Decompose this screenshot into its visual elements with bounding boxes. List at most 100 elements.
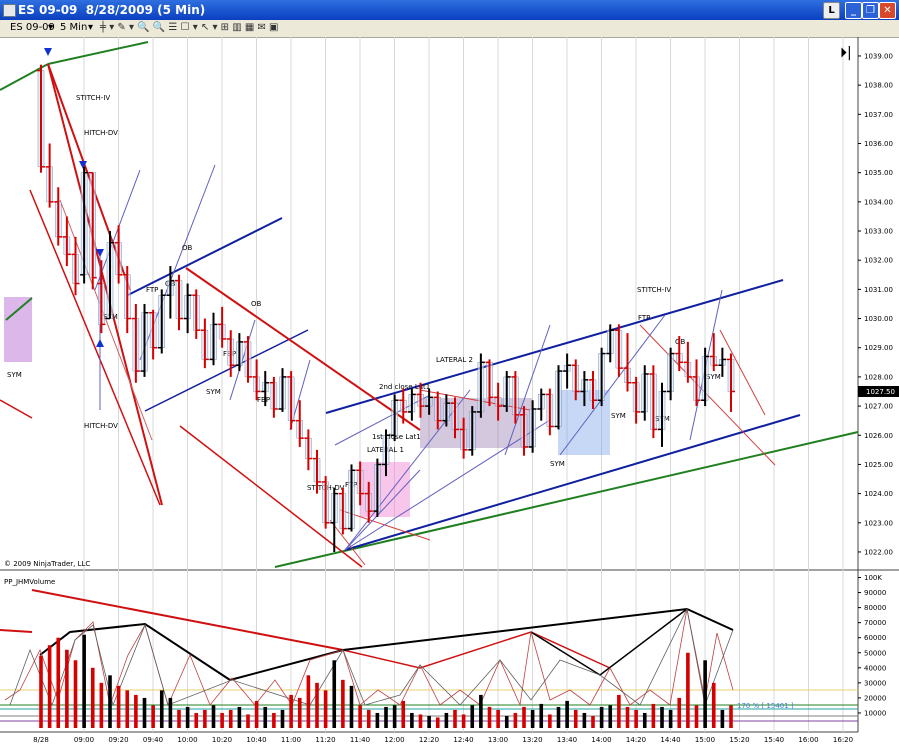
x-tick-label: 15:00 bbox=[695, 736, 715, 744]
link-button[interactable]: L bbox=[823, 2, 840, 19]
y-tick-label: 1026.00 bbox=[864, 432, 893, 440]
volume-bar bbox=[65, 649, 69, 728]
tool-icons[interactable]: ╪ ▾ ✎ ▾ 🔍 🔍 ☰ ☐ ▾ ↖ ▾ ⊞ ▥ ▦ ✉ ▣ bbox=[100, 22, 279, 33]
annotations: STITCH-IV HITCH-DV HITCH-DV OB FTP OB SY… bbox=[7, 94, 721, 492]
volume-bar bbox=[306, 675, 311, 728]
volume-bar bbox=[479, 694, 483, 728]
annotation: FTP bbox=[146, 286, 158, 294]
volume-bar bbox=[73, 660, 78, 728]
volume-bar bbox=[151, 705, 155, 728]
volume-bar bbox=[237, 706, 242, 728]
scroll-end-button[interactable]: ⏵| bbox=[840, 45, 852, 61]
annotation: STITCH-IV bbox=[637, 286, 671, 294]
annotation: HITCH-DV bbox=[84, 129, 118, 137]
volume-bar bbox=[694, 705, 699, 728]
last-price-label: 1027.50 bbox=[866, 388, 895, 396]
y-tick-label: 1037.00 bbox=[864, 111, 893, 119]
volume-bar bbox=[548, 714, 552, 728]
volume-bar bbox=[82, 634, 86, 728]
volume-bar bbox=[392, 705, 397, 728]
x-tick-label: 15:40 bbox=[764, 736, 784, 744]
last-price-box bbox=[858, 385, 899, 397]
volume-bar bbox=[375, 712, 380, 728]
volume-bar bbox=[194, 712, 199, 728]
volume-bar bbox=[99, 682, 104, 728]
x-tick-label: 09:40 bbox=[143, 736, 163, 744]
volume-bar bbox=[168, 697, 173, 728]
volume-bar bbox=[720, 709, 725, 728]
volume-bar bbox=[39, 655, 43, 728]
y-tick-label: 1031.00 bbox=[864, 286, 893, 294]
x-tick-label: 14:20 bbox=[626, 736, 646, 744]
x-tick-label: 09:00 bbox=[74, 736, 94, 744]
volume-bar bbox=[323, 690, 328, 728]
minimize-button[interactable]: _ bbox=[845, 2, 862, 19]
restore-button[interactable]: ❐ bbox=[862, 2, 879, 19]
y-tick-label: 1035.00 bbox=[864, 169, 893, 177]
volume-bar bbox=[634, 709, 638, 728]
indicator-title: PP_JHMVolume bbox=[4, 578, 55, 586]
volume-bar bbox=[263, 706, 268, 728]
x-tick-label: 11:40 bbox=[350, 736, 370, 744]
interval-selector[interactable]: 5 Min bbox=[60, 22, 88, 33]
y-tick-label: 1039.00 bbox=[864, 52, 893, 60]
volume-bar bbox=[427, 715, 431, 728]
y-tick-label: 1038.00 bbox=[864, 82, 893, 90]
y-tick-label: 20000 bbox=[864, 694, 886, 702]
y-tick-label: 90000 bbox=[864, 589, 886, 597]
volume-bar bbox=[539, 703, 544, 728]
instrument-selector[interactable]: ES 09-09 bbox=[10, 22, 55, 33]
volume-bar bbox=[470, 705, 475, 728]
dropdown-arrow[interactable]: ▾ bbox=[88, 22, 94, 33]
volume-bar bbox=[289, 694, 293, 728]
annotation: LATERAL 2 bbox=[436, 356, 473, 364]
annotation: 1st close Lat1 bbox=[372, 433, 421, 441]
volume-bar bbox=[228, 709, 233, 728]
volume-bar bbox=[220, 712, 224, 728]
volume-bar bbox=[504, 715, 509, 728]
x-tick-label: 12:00 bbox=[384, 736, 404, 744]
volume-bar bbox=[56, 637, 61, 728]
y-tick-label: 50000 bbox=[864, 649, 886, 657]
x-tick-label: 10:20 bbox=[212, 736, 232, 744]
volume-annotation: 170 % [ 15401 ] bbox=[737, 702, 794, 710]
y-tick-label: 1024.00 bbox=[864, 490, 893, 498]
annotation: SYM bbox=[206, 388, 221, 396]
toolbar: ES 09-09 ▾ 5 Min ▾ ╪ ▾ ✎ ▾ 🔍 🔍 ☰ ☐ ▾ ↖ ▾… bbox=[0, 20, 899, 38]
volume-bar bbox=[142, 697, 147, 728]
volume-bar bbox=[729, 705, 733, 728]
volume-bar bbox=[677, 697, 682, 728]
volume-bar bbox=[625, 706, 630, 728]
volume-bar bbox=[384, 706, 388, 728]
volume-bar bbox=[496, 709, 500, 728]
title-bar: ES 09-09 8/28/2009 (5 Min) L _ ❐ ✕ bbox=[0, 0, 899, 20]
x-tick-label: 11:00 bbox=[281, 736, 301, 744]
y-tick-label: 100K bbox=[864, 574, 882, 582]
volume-bar bbox=[159, 690, 164, 728]
annotation: SYM bbox=[706, 373, 721, 381]
annotation: STITCH-IV bbox=[76, 94, 110, 102]
dropdown-arrow[interactable]: ▾ bbox=[48, 22, 54, 33]
x-tick-label: 10:00 bbox=[177, 736, 197, 744]
volume-zigzags bbox=[0, 589, 734, 707]
volume-bar bbox=[556, 706, 561, 728]
x-tick-label: 16:20 bbox=[833, 736, 853, 744]
annotation: 2nd close Lat1 bbox=[379, 383, 430, 391]
close-button[interactable]: ✕ bbox=[879, 2, 896, 19]
x-tick-label: 11:20 bbox=[315, 736, 335, 744]
y-tick-label: 1023.00 bbox=[864, 519, 893, 527]
volume-bar bbox=[686, 652, 690, 728]
x-tick-label: 09:20 bbox=[108, 736, 128, 744]
volume-bar bbox=[134, 694, 138, 728]
volume-bar bbox=[435, 717, 440, 728]
volume-bar bbox=[185, 706, 190, 728]
volume-bar bbox=[116, 685, 121, 728]
volume-bar bbox=[651, 703, 656, 728]
volume-bar bbox=[453, 709, 457, 728]
x-tick-label: 16:00 bbox=[798, 736, 818, 744]
volume-bar bbox=[125, 690, 130, 728]
volume-bar bbox=[297, 697, 302, 728]
annotation: SYM bbox=[7, 371, 22, 379]
volume-bar bbox=[332, 660, 337, 728]
volume-bar bbox=[642, 712, 647, 728]
